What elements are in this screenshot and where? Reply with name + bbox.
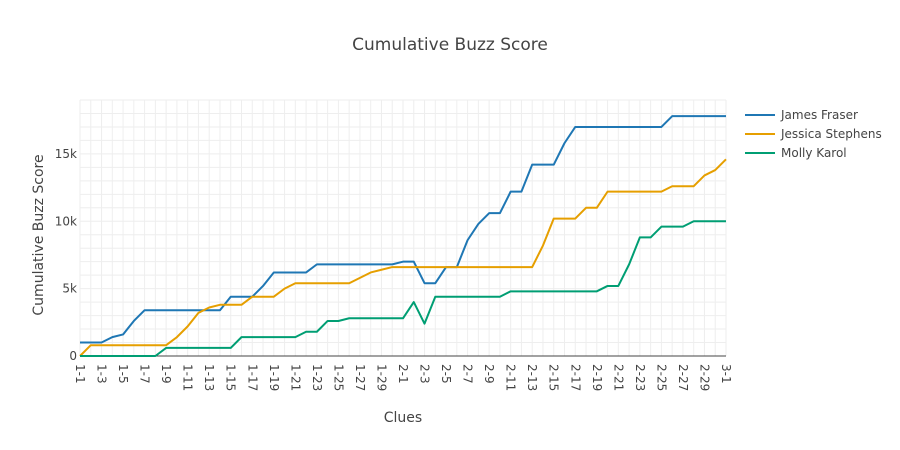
x-tick-label: 1-23	[310, 364, 324, 391]
x-tick-label: 2-23	[633, 364, 647, 391]
x-tick-label: 1-5	[116, 364, 130, 384]
axis-layer: 0 5k 10k 15k 1-1 1-3 1-5 1-7 1-9 1-11 1-13 1-15 1-17…	[55, 147, 733, 391]
x-tick-label: 2-27	[676, 364, 690, 391]
grid-layer	[79, 99, 727, 356]
x-tick-label: 1-11	[181, 364, 195, 391]
x-tick-label: 1-27	[353, 364, 367, 391]
x-tick-label: 2-13	[525, 364, 539, 391]
chart-title: Cumulative Buzz Score	[352, 35, 548, 55]
x-tick-label: 1-21	[288, 364, 302, 391]
x-tick-label: 2-3	[418, 364, 432, 384]
x-tick-label: 1-19	[267, 364, 281, 391]
x-tick-label: 2-5	[439, 364, 453, 384]
x-tick-label: 1-9	[159, 364, 173, 384]
x-tick-label: 2-29	[697, 364, 711, 391]
y-axis-title: Cumulative Buzz Score	[31, 154, 47, 315]
legend-item-jessica-stephens[interactable]: Jessica Stephens	[745, 127, 882, 141]
x-tick-label: 2-15	[547, 364, 561, 391]
x-tick-label: 2-1	[396, 364, 410, 384]
series-line-jessica-stephens	[79, 158, 727, 357]
series-line-molly-karol	[80, 220, 726, 357]
legend-item-james-fraser[interactable]: James Fraser	[745, 108, 858, 122]
x-tick-label: 2-9	[482, 364, 496, 384]
x-tick-label: 1-17	[245, 364, 259, 391]
x-tick-label: 1-25	[331, 364, 345, 391]
x-tick-label: 1-1	[73, 364, 87, 384]
x-tick-label: 1-7	[138, 364, 152, 384]
x-axis-title: Clues	[384, 410, 422, 426]
x-tick-label: 2-7	[461, 364, 475, 384]
x-tick-label: 2-25	[654, 364, 668, 391]
series-layer	[79, 115, 727, 357]
legend-label: Jessica Stephens	[780, 127, 882, 141]
x-tick-label: 2-11	[504, 364, 518, 391]
x-tick-label: 3-1	[719, 364, 733, 384]
legend-label: James Fraser	[780, 108, 858, 122]
y-tick-label: 15k	[55, 147, 77, 161]
legend: James Fraser Jessica Stephens Molly Karol	[745, 108, 882, 160]
legend-item-molly-karol[interactable]: Molly Karol	[745, 146, 847, 160]
legend-label: Molly Karol	[781, 146, 847, 160]
x-tick-label: 2-17	[568, 364, 582, 391]
x-tick-label: 1-13	[202, 364, 216, 391]
x-tick-label: 1-3	[95, 364, 109, 384]
x-tick-label: 2-19	[590, 364, 604, 391]
y-tick-label: 5k	[62, 282, 77, 296]
x-tick-label: 1-15	[224, 364, 238, 391]
series-line-james-fraser	[80, 115, 726, 344]
x-tick-label: 2-21	[611, 364, 625, 391]
y-tick-label: 0	[69, 349, 77, 363]
x-tick-label: 1-29	[374, 364, 388, 391]
y-tick-label: 10k	[55, 214, 77, 228]
